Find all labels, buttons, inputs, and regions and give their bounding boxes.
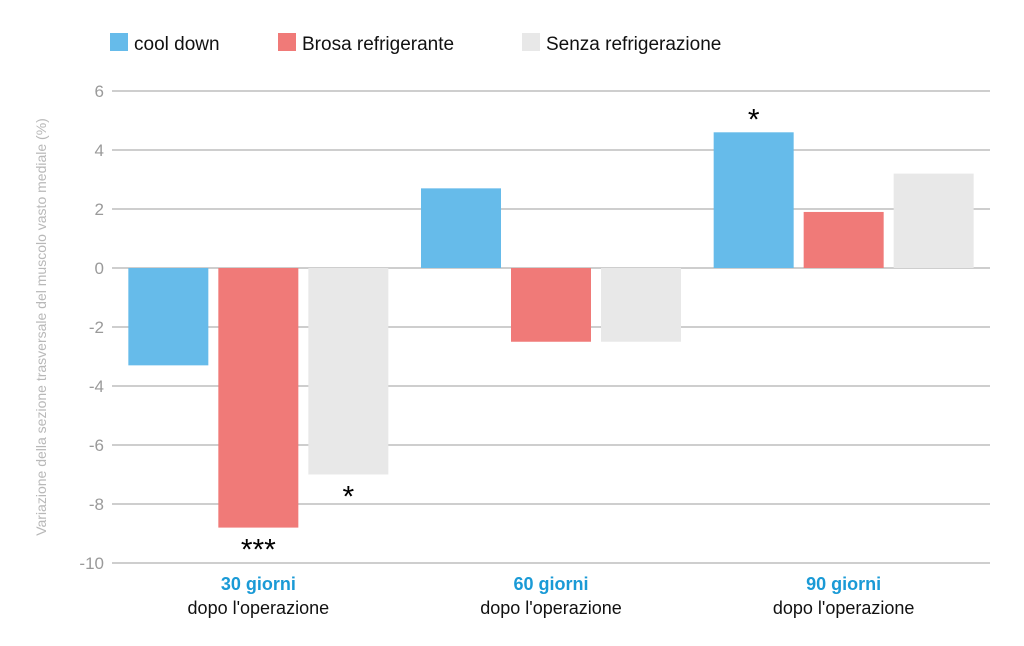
y-tick-label: -8	[89, 495, 104, 514]
x-category-label: 90 giorni	[806, 574, 881, 594]
legend-label: Brosa refrigerante	[302, 34, 454, 55]
bar-senza-refrigerazione	[893, 173, 974, 268]
legend-swatch	[278, 33, 296, 51]
y-tick-label: 2	[95, 200, 104, 219]
significance-marker: *	[748, 103, 760, 136]
significance-marker: *	[342, 481, 354, 514]
bar-cool-down	[128, 268, 209, 366]
y-tick-label: 6	[95, 82, 104, 101]
legend-swatch	[110, 33, 128, 51]
y-tick-label: -2	[89, 318, 104, 337]
y-axis-label: Variazione della sezione trasversale del…	[33, 118, 49, 536]
y-tick-label: -10	[79, 554, 104, 573]
bar-brosa-refrigerante	[803, 211, 884, 268]
bar-brosa-refrigerante	[218, 268, 299, 528]
bar-senza-refrigerazione	[308, 268, 389, 475]
y-tick-label: -6	[89, 436, 104, 455]
legend-label: Senza refrigerazione	[546, 34, 721, 55]
x-category-label: 30 giorni	[221, 574, 296, 594]
legend-label: cool down	[134, 34, 220, 55]
y-tick-label: 4	[95, 141, 104, 160]
x-category-label: 60 giorni	[513, 574, 588, 594]
x-category-sublabel: dopo l'operazione	[773, 598, 915, 618]
x-category-sublabel: dopo l'operazione	[480, 598, 622, 618]
bar-brosa-refrigerante	[511, 268, 591, 342]
y-tick-label: -4	[89, 377, 104, 396]
legend-swatch	[522, 33, 540, 51]
y-tick-label: 0	[95, 259, 104, 278]
bar-senza-refrigerazione	[601, 268, 681, 342]
significance-marker: ***	[241, 534, 276, 567]
bar-cool-down	[421, 188, 501, 268]
bar-cool-down	[713, 132, 794, 268]
x-category-sublabel: dopo l'operazione	[188, 598, 330, 618]
